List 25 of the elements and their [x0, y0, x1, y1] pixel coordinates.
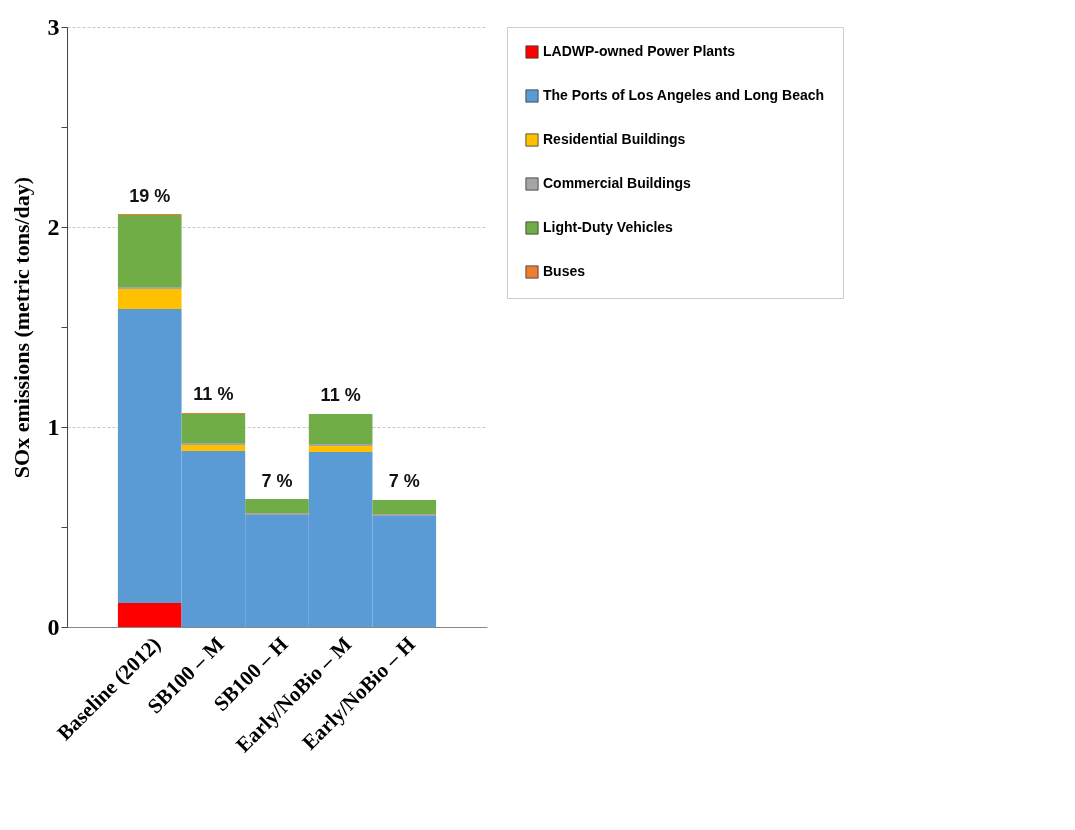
bar	[117, 603, 182, 627]
annotation: 19 %	[129, 186, 171, 206]
legend-label: The Ports of Los Angeles and Long Beach	[543, 87, 825, 103]
bar	[181, 414, 246, 443]
legend-label: Buses	[543, 263, 586, 279]
annotation: 7 %	[261, 471, 293, 491]
y-tick-label: 2	[47, 213, 60, 240]
annotation: 11 %	[320, 385, 361, 405]
bar	[117, 215, 182, 287]
annotation: 11 %	[193, 384, 234, 404]
bar	[308, 446, 373, 452]
y-tick-label: 1	[47, 413, 60, 440]
legend-label: LADWP-owned Power Plants	[543, 43, 736, 59]
bar	[308, 414, 373, 444]
legend-label: Light-Duty Vehicles	[543, 219, 674, 235]
bar	[181, 445, 246, 451]
bar	[372, 500, 437, 514]
bar	[245, 499, 309, 513]
legend-label: Commercial Buildings	[543, 175, 692, 191]
bar	[117, 289, 182, 309]
y-tick-label: 0	[47, 613, 60, 640]
y-axis-title: SOx emissions (metric tons/day)	[8, 176, 34, 479]
annotation: 7 %	[388, 471, 420, 491]
y-tick-label: 3	[47, 13, 60, 40]
legend-label: Residential Buildings	[543, 131, 686, 147]
